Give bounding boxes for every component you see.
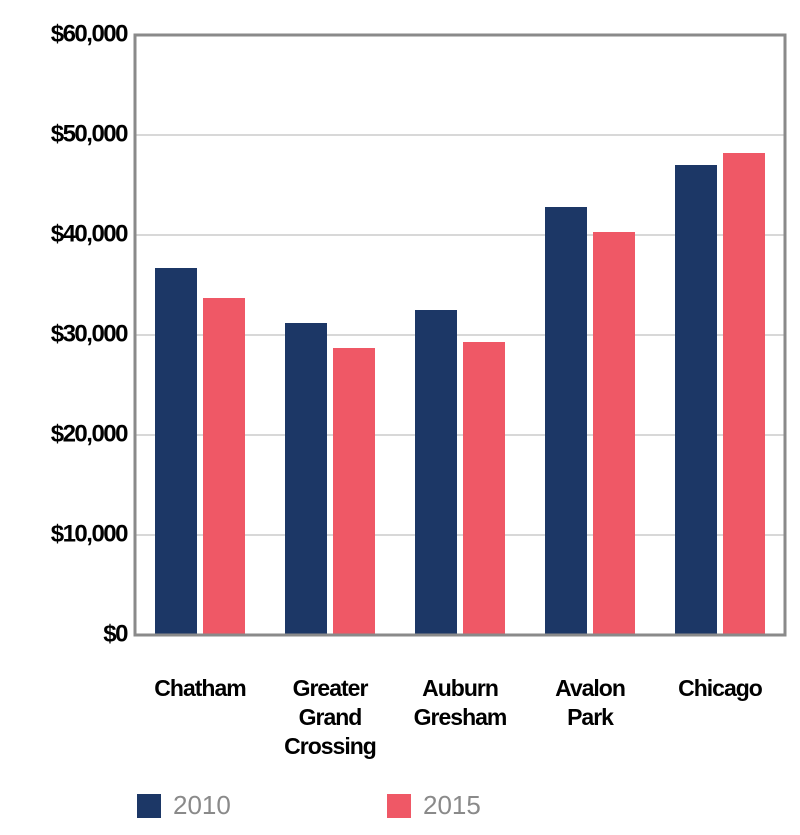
x-tick-label: Auburn Gresham bbox=[414, 675, 507, 730]
bar bbox=[545, 207, 587, 635]
y-tick-label: $50,000 bbox=[51, 120, 128, 147]
bar bbox=[675, 165, 717, 635]
bar bbox=[463, 342, 505, 635]
x-tick-label: Greater Grand Crossing bbox=[284, 675, 376, 759]
x-tick-label: Chatham bbox=[154, 675, 246, 701]
legend-swatch bbox=[387, 794, 411, 818]
bar bbox=[333, 348, 375, 635]
y-tick-label: $0 bbox=[103, 620, 128, 647]
bar bbox=[593, 232, 635, 635]
bar bbox=[285, 323, 327, 635]
y-tick-label: $40,000 bbox=[51, 220, 128, 247]
bar bbox=[415, 310, 457, 635]
y-tick-label: $30,000 bbox=[51, 320, 128, 347]
x-tick-label: Chicago bbox=[678, 675, 763, 701]
x-tick-label: Avalon Park bbox=[555, 675, 625, 730]
bar bbox=[723, 153, 765, 635]
y-tick-label: $20,000 bbox=[51, 420, 128, 447]
legend-label: 2010 bbox=[173, 790, 231, 820]
bar bbox=[203, 298, 245, 635]
bar bbox=[155, 268, 197, 635]
legend-label: 2015 bbox=[423, 790, 481, 820]
plot-border bbox=[133, 33, 787, 637]
legend-swatch bbox=[137, 794, 161, 818]
y-tick-label: $60,000 bbox=[51, 20, 128, 47]
y-tick-label: $10,000 bbox=[51, 520, 128, 547]
